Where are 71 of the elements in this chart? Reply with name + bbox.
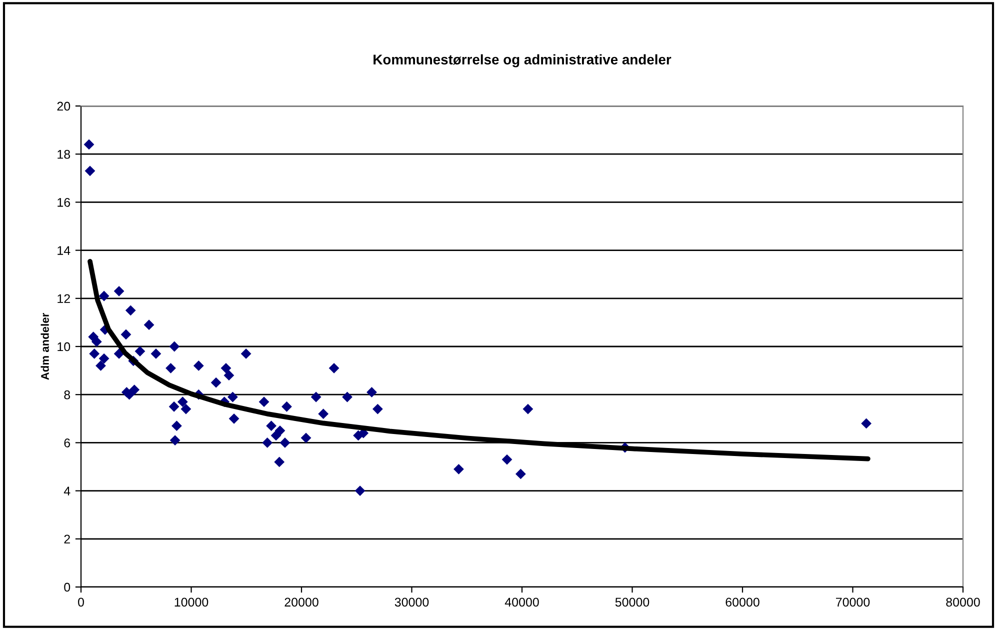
x-tick-label: 60000 [726,598,760,607]
point [89,348,100,359]
point [328,362,340,374]
y-tick-label: 8 [64,390,70,400]
point [98,353,110,364]
x-tick-label: 70000 [836,598,870,607]
y-tick-label: 2 [64,534,70,544]
point [169,341,180,352]
point [150,348,162,359]
point [274,456,285,468]
point [180,404,192,414]
point [522,404,534,414]
y-tick-label: 14 [58,246,70,255]
y-tick-label: 20 [57,102,70,111]
point [258,396,270,408]
point [170,435,180,446]
x-tick-label: 50000 [615,598,650,607]
point [502,454,512,465]
point [366,387,377,398]
x-tick-label: 10000 [174,598,208,607]
point [120,329,132,340]
y-tick-label: 0 [64,582,70,592]
x-tick-label: 20000 [284,598,318,607]
point [193,360,204,371]
x-tick-label: 0 [78,598,84,607]
point [134,346,146,357]
point [282,401,292,412]
point [84,166,96,176]
point [124,389,134,400]
point [240,348,252,359]
point [454,464,464,474]
point [280,438,290,448]
point [372,404,383,414]
x-tick-label: 30000 [394,598,429,607]
y-tick-label: 10 [58,342,70,352]
point [84,139,94,150]
point [224,370,234,381]
y-tick-label: 18 [58,150,70,159]
point [342,392,352,402]
point [96,360,106,371]
x-tick-label: 40000 [504,598,539,607]
point [91,336,102,347]
point [177,396,188,408]
y-tick-label: 12 [58,294,70,303]
point [166,362,176,374]
point [318,408,329,420]
point [300,432,312,444]
point [210,377,222,388]
y-tick-label: 6 [64,438,70,448]
point [98,290,110,302]
point [125,305,136,316]
chart-title: Kommunestørrelse og administrative andeler [374,54,672,68]
point [129,384,140,395]
point [274,425,286,436]
point [266,420,276,432]
point [354,486,366,496]
point [262,438,273,448]
point [144,320,154,330]
point [861,418,872,429]
point [515,468,526,480]
point [220,362,232,374]
point [168,401,180,412]
point [228,413,240,424]
point [114,286,124,296]
point [228,392,238,402]
x-tick-label: 80000 [946,598,980,607]
y-axis-title: Adm andeler [40,313,49,380]
y-tick-label: 4 [64,486,70,496]
point [310,392,322,402]
point [172,420,182,432]
y-tick-label: 16 [58,198,70,207]
